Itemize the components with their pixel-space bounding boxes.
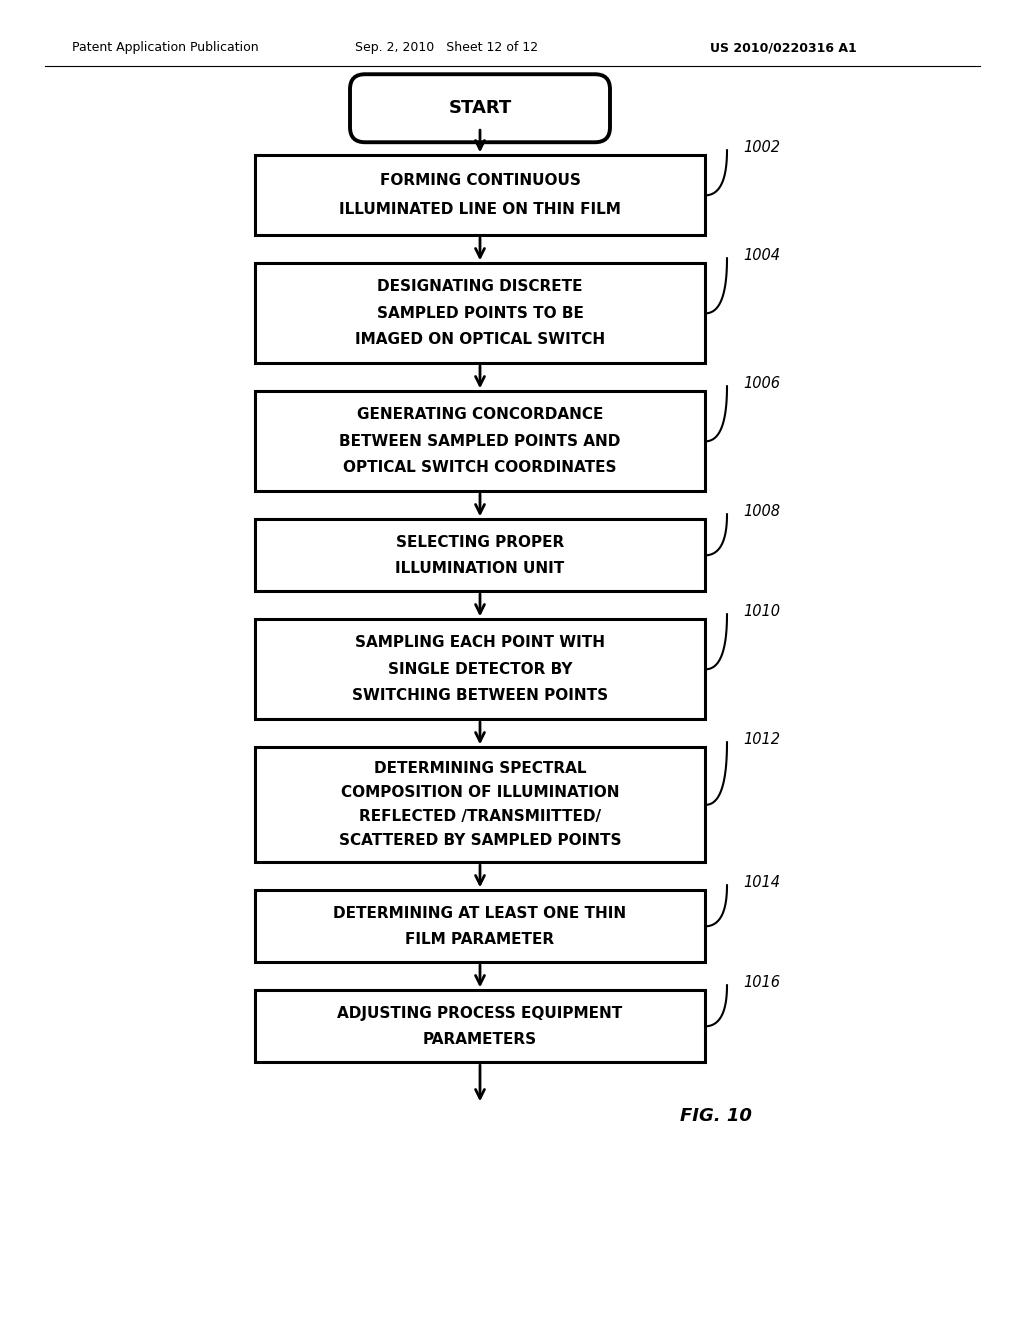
- Text: COMPOSITION OF ILLUMINATION: COMPOSITION OF ILLUMINATION: [341, 785, 620, 800]
- Text: SAMPLED POINTS TO BE: SAMPLED POINTS TO BE: [377, 306, 584, 321]
- Text: DESIGNATING DISCRETE: DESIGNATING DISCRETE: [377, 280, 583, 294]
- Text: DETERMINING AT LEAST ONE THIN: DETERMINING AT LEAST ONE THIN: [334, 906, 627, 921]
- Text: DETERMINING SPECTRAL: DETERMINING SPECTRAL: [374, 762, 587, 776]
- Text: 1012: 1012: [743, 731, 780, 747]
- Text: START: START: [449, 99, 512, 117]
- Text: SAMPLING EACH POINT WITH: SAMPLING EACH POINT WITH: [355, 635, 605, 651]
- Text: 1004: 1004: [743, 248, 780, 263]
- Text: FORMING CONTINUOUS: FORMING CONTINUOUS: [380, 173, 581, 189]
- Text: 1014: 1014: [743, 875, 780, 890]
- FancyBboxPatch shape: [255, 619, 705, 719]
- Text: ADJUSTING PROCESS EQUIPMENT: ADJUSTING PROCESS EQUIPMENT: [337, 1006, 623, 1020]
- FancyBboxPatch shape: [255, 519, 705, 591]
- FancyBboxPatch shape: [255, 747, 705, 862]
- Text: FIG. 10: FIG. 10: [680, 1107, 752, 1125]
- Text: SWITCHING BETWEEN POINTS: SWITCHING BETWEEN POINTS: [352, 688, 608, 704]
- Text: SINGLE DETECTOR BY: SINGLE DETECTOR BY: [388, 661, 572, 677]
- FancyBboxPatch shape: [255, 263, 705, 363]
- Text: REFLECTED /TRANSMIITTED/: REFLECTED /TRANSMIITTED/: [359, 809, 601, 824]
- FancyBboxPatch shape: [350, 74, 610, 143]
- FancyBboxPatch shape: [255, 391, 705, 491]
- Text: 1010: 1010: [743, 603, 780, 619]
- Text: 1008: 1008: [743, 504, 780, 519]
- Text: US 2010/0220316 A1: US 2010/0220316 A1: [710, 41, 857, 54]
- FancyBboxPatch shape: [255, 990, 705, 1063]
- Text: SCATTERED BY SAMPLED POINTS: SCATTERED BY SAMPLED POINTS: [339, 833, 622, 849]
- Text: Patent Application Publication: Patent Application Publication: [72, 41, 259, 54]
- Text: 1016: 1016: [743, 974, 780, 990]
- Text: PARAMETERS: PARAMETERS: [423, 1032, 537, 1047]
- FancyBboxPatch shape: [255, 156, 705, 235]
- Text: OPTICAL SWITCH COORDINATES: OPTICAL SWITCH COORDINATES: [343, 461, 616, 475]
- Text: FILM PARAMETER: FILM PARAMETER: [406, 932, 555, 946]
- Text: IMAGED ON OPTICAL SWITCH: IMAGED ON OPTICAL SWITCH: [355, 333, 605, 347]
- Text: 1002: 1002: [743, 140, 780, 154]
- Text: Sep. 2, 2010   Sheet 12 of 12: Sep. 2, 2010 Sheet 12 of 12: [355, 41, 539, 54]
- Text: SELECTING PROPER: SELECTING PROPER: [396, 535, 564, 550]
- Text: ILLUMINATION UNIT: ILLUMINATION UNIT: [395, 561, 564, 576]
- Text: ILLUMINATED LINE ON THIN FILM: ILLUMINATED LINE ON THIN FILM: [339, 202, 621, 216]
- FancyBboxPatch shape: [255, 890, 705, 962]
- Text: 1006: 1006: [743, 376, 780, 391]
- Text: GENERATING CONCORDANCE: GENERATING CONCORDANCE: [356, 408, 603, 422]
- Text: BETWEEN SAMPLED POINTS AND: BETWEEN SAMPLED POINTS AND: [339, 434, 621, 449]
